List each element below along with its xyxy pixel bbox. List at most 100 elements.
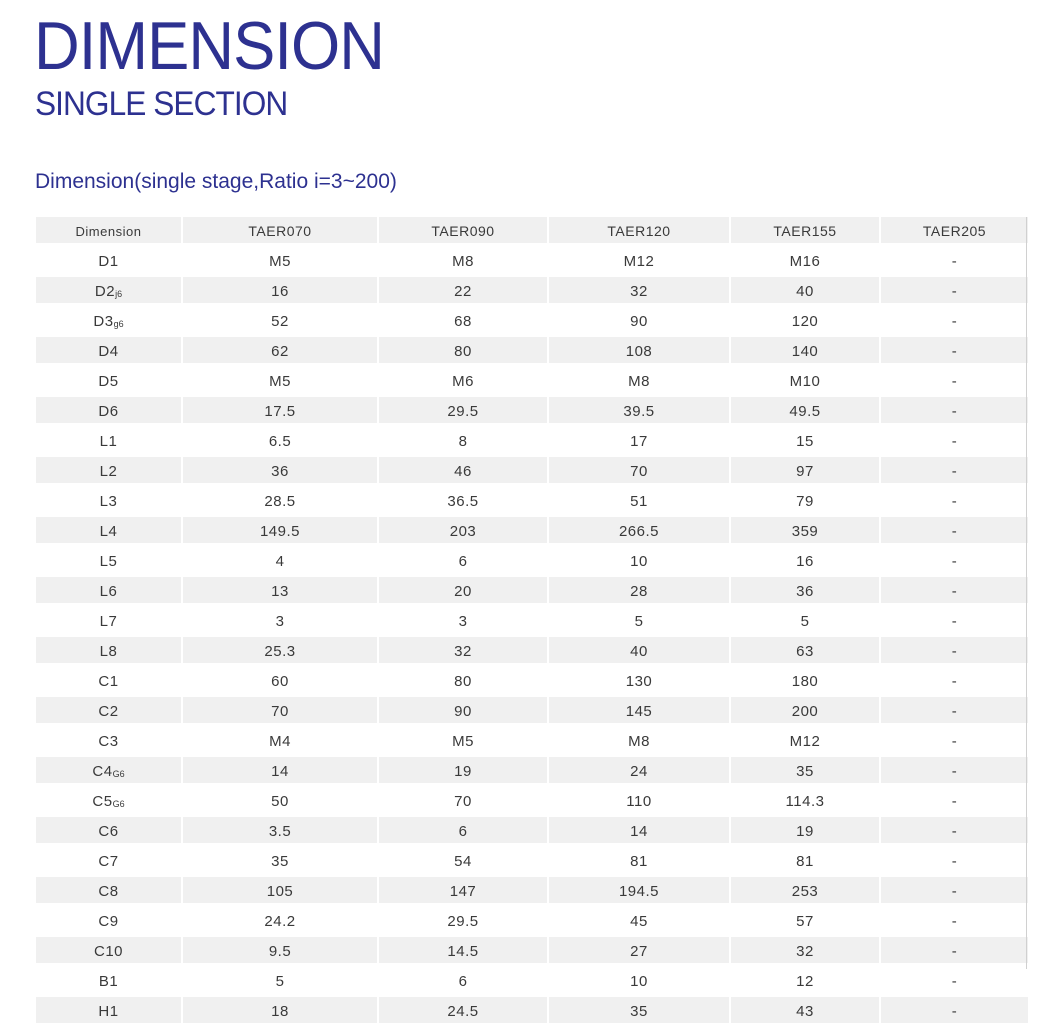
table-row: D5 M5 M6 M8 M10-: [36, 365, 1028, 397]
row-label: L2: [36, 455, 182, 487]
table-cell: -: [879, 695, 1028, 727]
table-row: L5 4 6 10 16-: [36, 545, 1028, 577]
table-cell: 40: [547, 635, 730, 667]
table-row: C3 M4 M5 M8 M12-: [36, 725, 1028, 757]
table-row: L1 6.5 8 17 15-: [36, 425, 1028, 457]
row-label: C5G6: [36, 785, 182, 817]
table-cell: 54: [377, 845, 548, 877]
table-cell: 80: [377, 665, 548, 697]
table-cell: -: [879, 545, 1028, 577]
table-cell: M5: [181, 245, 378, 277]
table-cell: 120: [729, 305, 880, 337]
row-label: C2: [36, 695, 182, 727]
table-cell: 3: [377, 605, 548, 637]
table-cell: 36: [181, 455, 378, 487]
row-label-name: L2: [99, 462, 118, 480]
table-cell: 28: [547, 575, 730, 607]
table-cell: -: [879, 485, 1028, 517]
row-label: H1: [36, 995, 182, 1027]
table-cell: M12: [729, 725, 880, 757]
row-label-name: D1: [98, 252, 119, 270]
table-cell: 24.2: [181, 905, 378, 937]
row-label-tolerance: g6: [113, 318, 124, 329]
row-label-name: C5: [92, 792, 113, 810]
table-cell: -: [879, 515, 1028, 547]
table-cell: M5: [181, 365, 378, 397]
table-cell: 16: [729, 545, 880, 577]
row-label-name: H1: [98, 1002, 119, 1020]
row-label: L3: [36, 485, 182, 517]
table-cell: 22: [377, 275, 548, 307]
table-cell: -: [879, 365, 1028, 397]
table-cell: 105: [181, 875, 378, 907]
table-cell: -: [879, 245, 1028, 277]
page-title: DIMENSION: [34, 8, 385, 84]
table-row: C8 105 147 194.5 253-: [36, 875, 1028, 907]
table-cell: 9.5: [181, 935, 378, 967]
table-cell: 14: [181, 755, 378, 787]
table-row: L6 13 20 28 36-: [36, 575, 1028, 607]
table-cell: 57: [729, 905, 880, 937]
table-cell: 140: [729, 335, 880, 367]
table-cell: -: [879, 395, 1028, 427]
column-header-taer070: TAER070: [181, 217, 378, 247]
table-cell: 130: [547, 665, 730, 697]
table-cell: M5: [377, 725, 548, 757]
row-label: C6: [36, 815, 182, 847]
table-cell: M6: [377, 365, 548, 397]
table-cell: 52: [181, 305, 378, 337]
table-cell: 6: [377, 545, 548, 577]
table-row: D6 17.5 29.5 39.5 49.5-: [36, 395, 1028, 427]
row-label: L8: [36, 635, 182, 667]
table-cell: 6: [377, 965, 548, 997]
table-cell: M12: [547, 245, 730, 277]
table-cell: 14: [547, 815, 730, 847]
row-label-name: C3: [98, 732, 119, 750]
table-cell: 6: [377, 815, 548, 847]
table-cell: -: [879, 995, 1028, 1027]
row-label-name: L5: [99, 552, 118, 570]
row-label-tolerance: G6: [112, 768, 125, 779]
table-body: D1 M5 M8 M12 M16- D2j6 16 22 32 40- D3g6 52 68 90 120-…: [36, 245, 1028, 1027]
table-cell: 17.5: [181, 395, 378, 427]
column-header-dimension: Dimension: [36, 217, 182, 247]
table-cell: 36.5: [377, 485, 548, 517]
table-cell: 29.5: [377, 395, 548, 427]
table-cell: 114.3: [729, 785, 880, 817]
table-row: L4 149.5 203 266.5 359-: [36, 515, 1028, 547]
table-cell: 4: [181, 545, 378, 577]
row-label-name: L8: [99, 642, 118, 660]
table-cell: 5: [181, 965, 378, 997]
row-label: C9: [36, 905, 182, 937]
table-cell: 49.5: [729, 395, 880, 427]
table-row: D4 62 80 108 140-: [36, 335, 1028, 367]
table-cell: 145: [547, 695, 730, 727]
table-cell: 3: [181, 605, 378, 637]
table-cell: -: [879, 635, 1028, 667]
table-cell: 24: [547, 755, 730, 787]
table-row: L8 25.3 32 40 63-: [36, 635, 1028, 667]
table-cell: M4: [181, 725, 378, 757]
table-cell: 63: [729, 635, 880, 667]
table-row: D2j6 16 22 32 40-: [36, 275, 1028, 307]
row-label-name: L7: [99, 612, 118, 630]
table-cell: -: [879, 575, 1028, 607]
table-cell: 70: [547, 455, 730, 487]
table-cell: 40: [729, 275, 880, 307]
table-row: C5G6 50 70 110 114.3-: [36, 785, 1028, 817]
table-cell: 36: [729, 575, 880, 607]
table-cell: 51: [547, 485, 730, 517]
table-cell: 266.5: [547, 515, 730, 547]
row-label-name: D5: [98, 372, 119, 390]
table-cell: 43: [729, 995, 880, 1027]
row-label: L7: [36, 605, 182, 637]
table-cell: 27: [547, 935, 730, 967]
table-cell: 13: [181, 575, 378, 607]
table-cell: -: [879, 665, 1028, 697]
table-cell: -: [879, 275, 1028, 307]
table-cell: -: [879, 785, 1028, 817]
row-label-name: C2: [98, 702, 119, 720]
table-cell: 70: [377, 785, 548, 817]
row-label: B1: [36, 965, 182, 997]
table-cell: 90: [547, 305, 730, 337]
